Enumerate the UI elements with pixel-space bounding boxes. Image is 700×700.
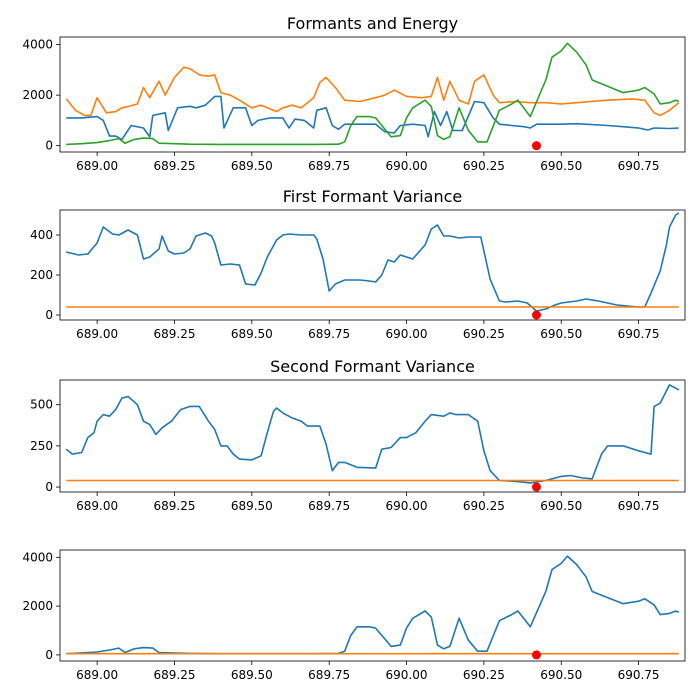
- y-tick-label: 4000: [22, 550, 53, 564]
- axes-frame: [59, 379, 686, 493]
- y-tick-label: 0: [45, 139, 53, 153]
- series-line-1: [66, 95, 679, 141]
- chart-title: First Formant Variance: [283, 187, 462, 206]
- x-tick-label: 690.25: [463, 668, 505, 682]
- x-tick-label: 689.50: [231, 499, 273, 513]
- x-tick-label: 690.75: [618, 327, 660, 341]
- x-tick-label: 689.25: [153, 327, 195, 341]
- y-tick-label: 200: [30, 268, 53, 282]
- x-tick-label: 689.00: [76, 668, 118, 682]
- x-tick-label: 689.25: [153, 499, 195, 513]
- x-tick-label: 689.75: [308, 499, 350, 513]
- x-tick-label: 689.50: [231, 159, 273, 173]
- chart-title: Second Formant Variance: [270, 357, 475, 376]
- chart-panel-3: Second Formant Variance 689.00 689.25 689.5…: [30, 357, 686, 513]
- axes-frame: [59, 209, 686, 321]
- y-tick-label: 500: [30, 398, 53, 412]
- x-tick-label: 689.75: [308, 668, 350, 682]
- x-tick-label: 689.00: [76, 159, 118, 173]
- x-tick-label: 689.25: [153, 668, 195, 682]
- chart-panel-2: First Formant Variance 689.00 689.25 689.50…: [30, 187, 686, 341]
- x-tick-label: 689.50: [231, 668, 273, 682]
- chart-panel-1: Formants and Energy 689.00 689.25 689.50 689…: [22, 14, 686, 173]
- x-tick-label: 689.00: [76, 499, 118, 513]
- x-tick-label: 690.25: [463, 159, 505, 173]
- x-tick-label: 690.25: [463, 327, 505, 341]
- y-tick-label: 2000: [22, 599, 53, 613]
- series-line-1: [66, 212, 680, 312]
- x-tick-label: 690.00: [386, 668, 428, 682]
- y-tick-label: 400: [30, 228, 53, 242]
- marker-point: [531, 482, 541, 492]
- axes-frame: [59, 549, 686, 662]
- x-tick-label: 690.00: [386, 327, 428, 341]
- series-line-1: [65, 384, 680, 484]
- marker-point: [531, 141, 541, 151]
- chart-title: Formants and Energy: [287, 14, 458, 33]
- marker-point: [531, 310, 541, 320]
- marker-point: [531, 650, 541, 660]
- y-tick-label: 250: [30, 439, 53, 453]
- x-tick-label: 690.25: [463, 499, 505, 513]
- x-tick-label: 690.75: [618, 159, 660, 173]
- x-tick-label: 689.75: [308, 159, 350, 173]
- x-tick-label: 690.00: [386, 499, 428, 513]
- chart-panel-4: 689.00 689.25 689.50 689.75 690.00 690.25 690.…: [22, 549, 686, 682]
- x-tick-label: 690.50: [540, 668, 582, 682]
- x-tick-label: 690.50: [540, 159, 582, 173]
- x-tick-label: 689.25: [153, 159, 195, 173]
- axes-frame: [59, 36, 686, 153]
- y-tick-label: 0: [45, 480, 53, 494]
- x-tick-label: 690.50: [540, 499, 582, 513]
- x-tick-label: 690.50: [540, 327, 582, 341]
- y-tick-label: 2000: [22, 88, 53, 102]
- x-tick-label: 690.00: [386, 159, 428, 173]
- y-tick-label: 0: [45, 648, 53, 662]
- x-tick-label: 689.75: [308, 327, 350, 341]
- x-tick-label: 689.00: [76, 327, 118, 341]
- y-tick-label: 4000: [22, 38, 53, 52]
- x-tick-label: 690.75: [618, 668, 660, 682]
- x-tick-label: 689.50: [231, 327, 273, 341]
- series-line-3: [66, 42, 680, 146]
- x-tick-label: 690.75: [618, 499, 660, 513]
- series-line-1: [66, 555, 680, 655]
- y-tick-label: 0: [45, 308, 53, 322]
- series-line-2: [65, 66, 680, 117]
